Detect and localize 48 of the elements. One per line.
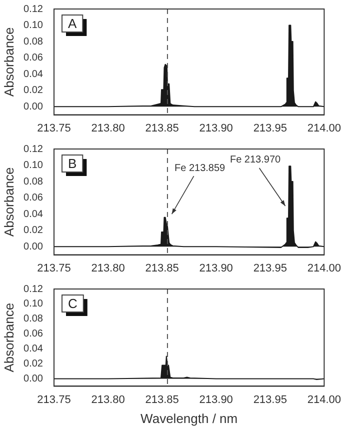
y-tick-label: 0.06 [24,328,44,340]
x-tick-label: 213.75 [37,122,71,134]
x-tick-label: 213.85 [145,394,179,406]
x-tick-label: 214.00 [307,394,342,406]
x-tick-label: 213.90 [199,394,233,406]
x-tick-label: 213.95 [253,122,287,134]
y-tick-label: 0.12 [24,284,44,295]
y-tick-label: 0.12 [24,4,44,15]
x-tick-label: 213.85 [145,122,179,134]
y-tick-label: 0.02 [24,225,44,236]
x-tick-label: 213.75 [37,394,71,406]
y-tick-label: 0.04 [24,68,44,80]
annotation: C [68,296,78,312]
x-tick-label: 213.75 [37,262,71,274]
y-tick-label: 0.12 [24,144,44,155]
y-tick-label: 0.04 [24,344,44,355]
annotation: Fe 213.859 [174,162,226,174]
x-axis-title: Wavelength / nm [140,410,238,426]
x-tick-label: 214.00 [307,262,342,274]
y-tick-label: 0.04 [24,208,44,220]
x-tick-label: 213.90 [199,122,233,134]
x-tick-label: 213.80 [91,262,125,274]
y-tick-label: 0.06 [24,192,44,204]
x-tick-label: 213.80 [91,122,125,134]
x-tick-label: 213.95 [253,262,287,274]
y-tick-label: 0.10 [24,160,44,172]
x-tick-label: 214.00 [307,122,342,134]
y-tick-label: 0.02 [24,358,44,370]
x-tick-label: 213.80 [91,394,125,406]
y-axis-title: Absorbance [1,167,16,237]
y-tick-label: 0.08 [24,314,44,325]
annotation: B [68,156,77,172]
y-tick-label: 0.00 [24,373,44,384]
annotation: Fe 213.970 [230,154,281,166]
x-tick-label: 213.95 [253,394,287,406]
x-tick-label: 213.90 [199,262,233,274]
y-tick-label: 0.08 [24,36,44,48]
x-tick-label: 213.85 [145,262,179,274]
y-axis-title: Absorbance [1,27,16,97]
annotation: A [68,16,77,32]
y-tick-label: 0.00 [24,101,44,112]
y-tick-label: 0.06 [24,52,44,64]
y-axis-title: Absorbance [1,302,16,372]
y-tick-label: 0.00 [24,241,44,252]
y-tick-label: 0.10 [24,20,44,32]
y-tick-label: 0.02 [24,85,44,96]
y-tick-label: 0.08 [24,176,44,188]
y-tick-label: 0.10 [24,298,44,310]
